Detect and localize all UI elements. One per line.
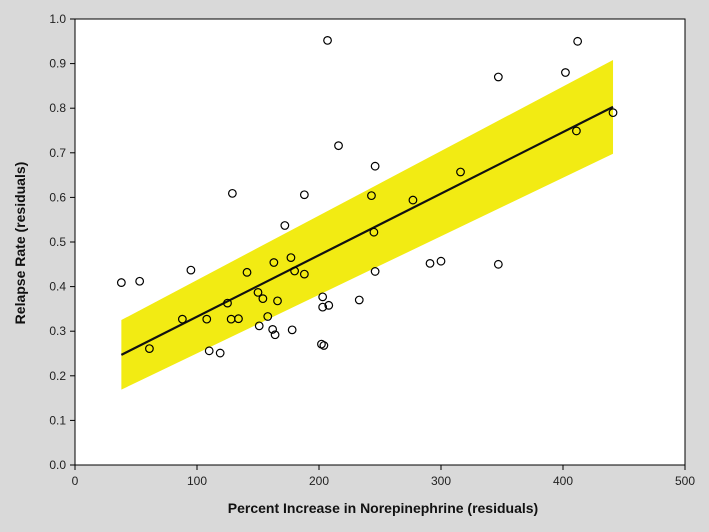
data-point (370, 267, 380, 276)
data-point (436, 256, 446, 266)
fit-line (120, 105, 614, 356)
data-point (324, 300, 334, 310)
x-tick-label: 200 (309, 474, 329, 488)
x-tick-label: 300 (431, 474, 451, 488)
data-point (145, 344, 154, 353)
data-point (135, 276, 145, 286)
x-tick-label: 0 (72, 474, 79, 488)
data-point (263, 312, 273, 321)
data-point (280, 221, 290, 230)
data-point (354, 295, 364, 305)
data-point (242, 267, 252, 277)
data-point (227, 188, 237, 198)
data-point (287, 325, 297, 335)
data-point (234, 314, 243, 324)
y-tick-label: 0.0 (49, 458, 66, 472)
y-tick-label: 0.7 (49, 146, 66, 160)
data-point (290, 266, 300, 276)
data-point (258, 294, 268, 304)
data-point (286, 253, 296, 263)
data-point (269, 258, 279, 267)
y-axis-label: Relapse Rate (residuals) (12, 162, 28, 325)
data-point (253, 287, 263, 297)
fit-line-layer (120, 105, 614, 356)
x-tick-label: 500 (675, 474, 695, 488)
data-point (370, 161, 380, 171)
data-point (608, 108, 618, 118)
data-point (572, 126, 581, 136)
x-axis-label: Percent Increase in Norepinephrine (resi… (228, 500, 538, 516)
data-point (318, 292, 328, 302)
data-point (456, 167, 465, 177)
data-point (116, 278, 126, 287)
y-axis-ticks: 0.0 0.1 0.2 0.3 0.4 0.5 0.6 0.7 0.8 0.9 1.0 (49, 12, 75, 472)
data-points-layer (116, 36, 618, 358)
y-tick-label: 0.4 (49, 280, 66, 294)
data-point (223, 298, 232, 308)
data-point (204, 346, 214, 356)
confidence-band-layer (121, 60, 614, 390)
data-point (270, 330, 280, 340)
confidence-band (121, 60, 614, 390)
data-point (268, 325, 278, 334)
data-point (493, 259, 503, 269)
y-tick-label: 0.3 (49, 324, 66, 338)
data-point (334, 141, 343, 151)
data-point (367, 191, 376, 201)
data-point (202, 314, 212, 324)
data-point (573, 36, 583, 46)
data-point (323, 36, 332, 45)
y-tick-label: 0.5 (49, 235, 66, 249)
data-point (186, 265, 196, 275)
data-point (177, 314, 187, 324)
data-point (408, 195, 418, 205)
data-point (561, 68, 570, 77)
data-point (273, 296, 282, 306)
y-tick-label: 0.8 (49, 101, 66, 115)
data-point (299, 269, 309, 279)
data-point (425, 259, 435, 268)
y-tick-label: 0.1 (49, 413, 66, 427)
data-point (319, 341, 329, 350)
data-point (254, 321, 264, 331)
data-point (215, 348, 225, 358)
x-axis-ticks: 0 100 200 300 400 500 (72, 465, 695, 488)
data-point (493, 72, 503, 82)
x-tick-label: 400 (553, 474, 573, 488)
y-tick-label: 1.0 (49, 12, 66, 26)
y-tick-label: 0.9 (49, 57, 66, 71)
data-point (318, 302, 328, 312)
y-tick-label: 0.6 (49, 190, 66, 204)
x-tick-label: 100 (187, 474, 207, 488)
y-tick-label: 0.2 (49, 369, 66, 383)
data-point (299, 190, 309, 200)
data-point (369, 227, 379, 237)
